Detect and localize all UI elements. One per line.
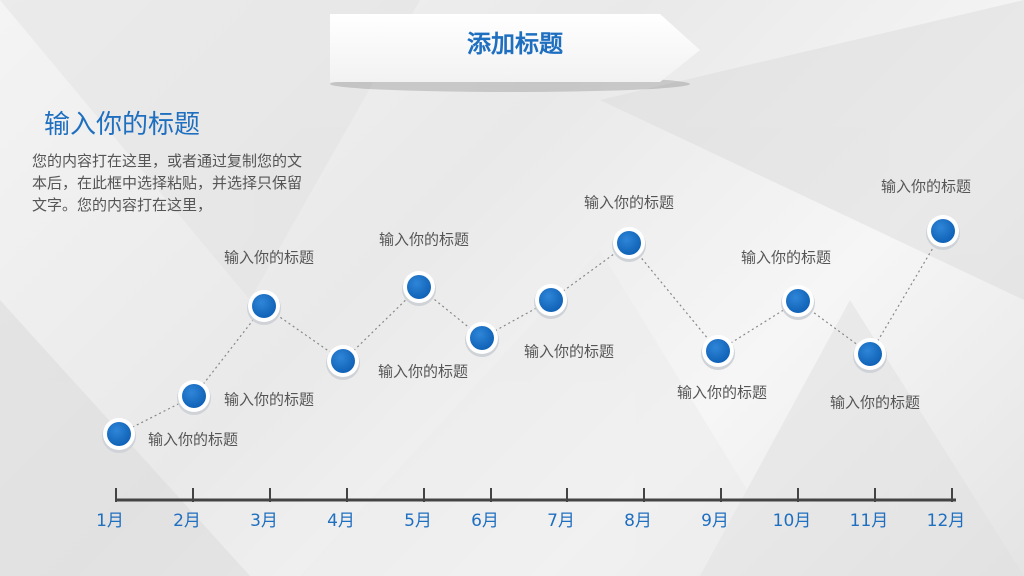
month-label: 8月	[624, 511, 652, 531]
dot	[470, 326, 494, 350]
dot	[107, 422, 131, 446]
connector	[418, 286, 483, 339]
dot	[252, 294, 276, 318]
dot	[617, 231, 641, 255]
intro-heading: 输入你的标题	[44, 110, 201, 140]
point-label: 输入你的标题	[378, 363, 468, 381]
point-label: 输入你的标题	[524, 343, 614, 361]
point-label: 输入你的标题	[584, 194, 674, 212]
dot	[786, 289, 810, 313]
slide-title: 添加标题	[467, 30, 563, 58]
connector	[628, 242, 719, 352]
month-label: 11月	[850, 511, 889, 531]
month-label: 10月	[773, 511, 812, 531]
point-label: 输入你的标题	[148, 431, 238, 449]
month-label: 3月	[250, 511, 278, 531]
connector	[193, 305, 265, 397]
dot	[331, 349, 355, 373]
point-label: 输入你的标题	[224, 249, 314, 267]
point-label: 输入你的标题	[677, 384, 767, 402]
point-label: 输入你的标题	[830, 394, 920, 412]
intro-body: 您的内容打在这里，或者通过复制您的文本后，在此框中选择粘贴，并选择只保留文字。您…	[32, 152, 303, 214]
title-banner	[330, 14, 700, 82]
dot	[706, 339, 730, 363]
point-label: 输入你的标题	[881, 178, 971, 196]
dot	[931, 219, 955, 243]
point-label: 输入你的标题	[224, 391, 314, 409]
month-label: 7月	[547, 511, 575, 531]
month-label: 6月	[471, 511, 499, 531]
month-label: 2月	[173, 511, 201, 531]
dot	[858, 342, 882, 366]
dot	[182, 384, 206, 408]
month-label: 5月	[404, 511, 432, 531]
month-label: 12月	[927, 511, 966, 531]
month-label: 1月	[96, 511, 124, 531]
dot	[407, 275, 431, 299]
point-label: 输入你的标题	[379, 231, 469, 249]
month-label: 4月	[327, 511, 355, 531]
timeline: 输入你的标题输入你的标题输入你的标题输入你的标题输入你的标题输入你的标题输入你的…	[96, 178, 971, 532]
month-label: 9月	[701, 511, 729, 531]
connector	[869, 230, 944, 355]
dot	[539, 288, 563, 312]
point-label: 输入你的标题	[741, 249, 831, 267]
